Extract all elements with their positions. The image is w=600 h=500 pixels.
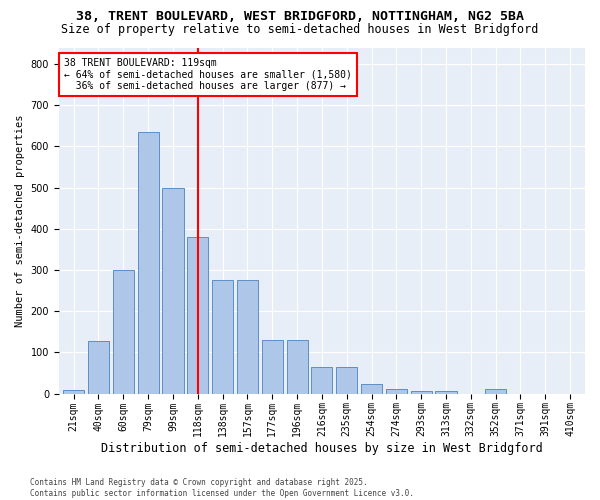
X-axis label: Distribution of semi-detached houses by size in West Bridgford: Distribution of semi-detached houses by … xyxy=(101,442,543,455)
Bar xyxy=(113,270,134,394)
Bar xyxy=(137,132,158,394)
Bar xyxy=(485,390,506,394)
Y-axis label: Number of semi-detached properties: Number of semi-detached properties xyxy=(15,114,25,327)
Bar xyxy=(237,280,258,394)
Bar xyxy=(361,384,382,394)
Bar xyxy=(262,340,283,394)
Bar xyxy=(386,390,407,394)
Bar xyxy=(88,341,109,394)
Text: 38, TRENT BOULEVARD, WEST BRIDGFORD, NOTTINGHAM, NG2 5BA: 38, TRENT BOULEVARD, WEST BRIDGFORD, NOT… xyxy=(76,10,524,23)
Bar xyxy=(436,392,457,394)
Bar xyxy=(410,392,432,394)
Text: Size of property relative to semi-detached houses in West Bridgford: Size of property relative to semi-detach… xyxy=(61,22,539,36)
Bar xyxy=(187,237,208,394)
Bar xyxy=(63,390,84,394)
Bar xyxy=(336,367,357,394)
Bar xyxy=(212,280,233,394)
Bar xyxy=(287,340,308,394)
Text: 38 TRENT BOULEVARD: 119sqm
← 64% of semi-detached houses are smaller (1,580)
  3: 38 TRENT BOULEVARD: 119sqm ← 64% of semi… xyxy=(64,58,352,91)
Bar xyxy=(163,188,184,394)
Text: Contains HM Land Registry data © Crown copyright and database right 2025.
Contai: Contains HM Land Registry data © Crown c… xyxy=(30,478,414,498)
Bar xyxy=(311,367,332,394)
